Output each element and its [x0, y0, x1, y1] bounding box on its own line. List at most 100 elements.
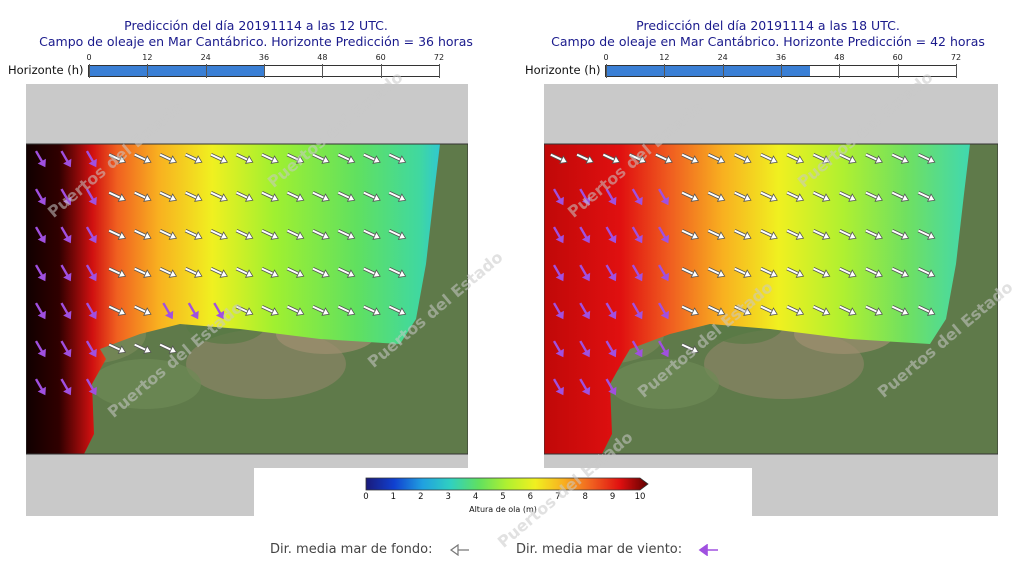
horizon-tick: [264, 64, 265, 78]
swell-arrow: [891, 152, 910, 164]
swell-arrow: [184, 152, 203, 164]
swell-arrow: [786, 266, 805, 278]
colorbar-tick-label: 6: [527, 492, 534, 502]
swell-arrow: [261, 266, 279, 278]
swell-arrow: [681, 190, 700, 202]
swell-arrow: [108, 152, 127, 164]
horizon-tick: [781, 64, 782, 78]
colorbar-tick-label: 2: [418, 492, 424, 502]
panel-title: Predicción del día 20191114 a las 18 UTC…: [512, 18, 1024, 50]
horizon-tick-label: 72: [433, 53, 445, 62]
colorbar-tick-labels: 0 1 2 3 4 5 6 7 8 9 10: [363, 492, 648, 504]
legend-wind-label: Dir. media mar de viento:: [516, 542, 683, 557]
wind-sea-arrow: [605, 302, 617, 320]
swell-arrow: [865, 228, 883, 240]
wind-sea-arrow: [658, 188, 669, 206]
wind-sea-arrow: [34, 302, 46, 320]
wind-sea-arrow: [631, 340, 643, 358]
swell-arrow: [261, 304, 279, 316]
swell-arrow: [286, 228, 305, 240]
swell-arrow: [838, 228, 857, 240]
swell-arrow: [865, 190, 883, 202]
swell-arrow: [312, 228, 330, 240]
wind-sea-arrow: [213, 302, 225, 320]
colorbar-tick-label: 10: [634, 492, 646, 502]
swell-arrow: [337, 304, 356, 316]
swell-arrow: [388, 228, 407, 240]
swell-arrow: [261, 152, 279, 164]
land-patch: [609, 359, 719, 409]
swell-arrow: [337, 228, 356, 240]
swell-arrow: [108, 266, 127, 278]
swell-arrow: [210, 228, 228, 240]
swell-arrow: [108, 228, 127, 240]
white-arrow-icon: [449, 543, 469, 556]
swell-arrow: [159, 228, 178, 240]
horizon-tick-label: 12: [659, 53, 670, 62]
wind-sea-arrow: [658, 302, 669, 320]
wind-sea-arrow: [187, 302, 199, 320]
swell-arrow: [733, 152, 752, 164]
title-line1: Predicción del día 20191114 a las 12 UTC…: [124, 18, 388, 33]
swell-arrow: [733, 228, 752, 240]
swell-arrow: [681, 342, 700, 354]
wind-sea-arrow: [34, 264, 46, 282]
horizon-tick: [147, 64, 149, 78]
swell-arrow: [312, 190, 330, 202]
legend-background-swell: Dir. media mar de fondo:: [270, 542, 471, 557]
wind-sea-arrow: [631, 226, 643, 244]
swell-arrow: [108, 342, 127, 354]
swell-arrow: [133, 152, 152, 164]
swell-arrow: [733, 304, 752, 316]
purple-arrow-icon: [698, 542, 719, 557]
wind-sea-arrow: [85, 188, 97, 206]
forecast-panel-right: Predicción del día 20191114 a las 18 UTC…: [512, 0, 1024, 520]
wave-map: [26, 84, 468, 516]
wind-sea-arrow: [605, 264, 617, 282]
colorbar-tick-label: 4: [472, 492, 479, 502]
horizon-tick-label: 36: [258, 53, 270, 62]
horizon-tick: [839, 64, 841, 78]
swell-arrow: [917, 190, 936, 202]
wind-sea-arrow: [34, 226, 46, 244]
wind-sea-arrow: [552, 188, 564, 206]
map-frame: [26, 143, 468, 455]
wind-sea-arrow: [34, 340, 46, 358]
swell-arrow: [235, 304, 254, 316]
horizon-tick: [664, 64, 666, 78]
horizon-fill: [606, 66, 811, 76]
wind-sea-arrow: [552, 226, 564, 244]
swell-arrow: [286, 152, 305, 164]
swell-arrow: [108, 190, 127, 202]
swell-arrow: [108, 304, 127, 316]
swell-arrow: [576, 152, 594, 164]
swell-arrow: [628, 152, 647, 164]
swell-arrow: [184, 228, 203, 240]
wind-sea-arrow: [579, 226, 591, 244]
swell-arrow: [760, 228, 778, 240]
swell-arrow: [159, 190, 178, 202]
swell-arrow: [760, 190, 778, 202]
wind-sea-arrow: [162, 302, 174, 320]
wind-sea-arrow: [85, 264, 97, 282]
wind-sea-arrow: [34, 150, 46, 168]
colorbar-title: Altura de ola (m): [469, 505, 537, 514]
horizon-tick-label: 48: [317, 53, 328, 62]
swell-arrow: [812, 190, 831, 202]
swell-arrow: [363, 152, 381, 164]
title-line2: Campo de oleaje en Mar Cantábrico. Horiz…: [551, 34, 985, 49]
horizon-tick-label: 36: [775, 53, 787, 62]
wave-map-svg: [26, 143, 468, 455]
wind-sea-arrow: [552, 264, 564, 282]
swell-arrow: [363, 304, 381, 316]
colorbar: 0 1 2 3 4 5 6 7 8 9 10 Altura de ola (m): [254, 468, 752, 516]
swell-arrow: [838, 152, 857, 164]
horizon-fill: [89, 66, 264, 76]
swell-arrow: [388, 190, 407, 202]
wind-sea-arrow: [579, 378, 591, 396]
map-frame: [544, 143, 998, 455]
swell-arrow: [184, 266, 203, 278]
wind-sea-arrow: [60, 378, 72, 396]
swell-arrow: [235, 190, 254, 202]
wind-sea-arrow: [605, 226, 617, 244]
